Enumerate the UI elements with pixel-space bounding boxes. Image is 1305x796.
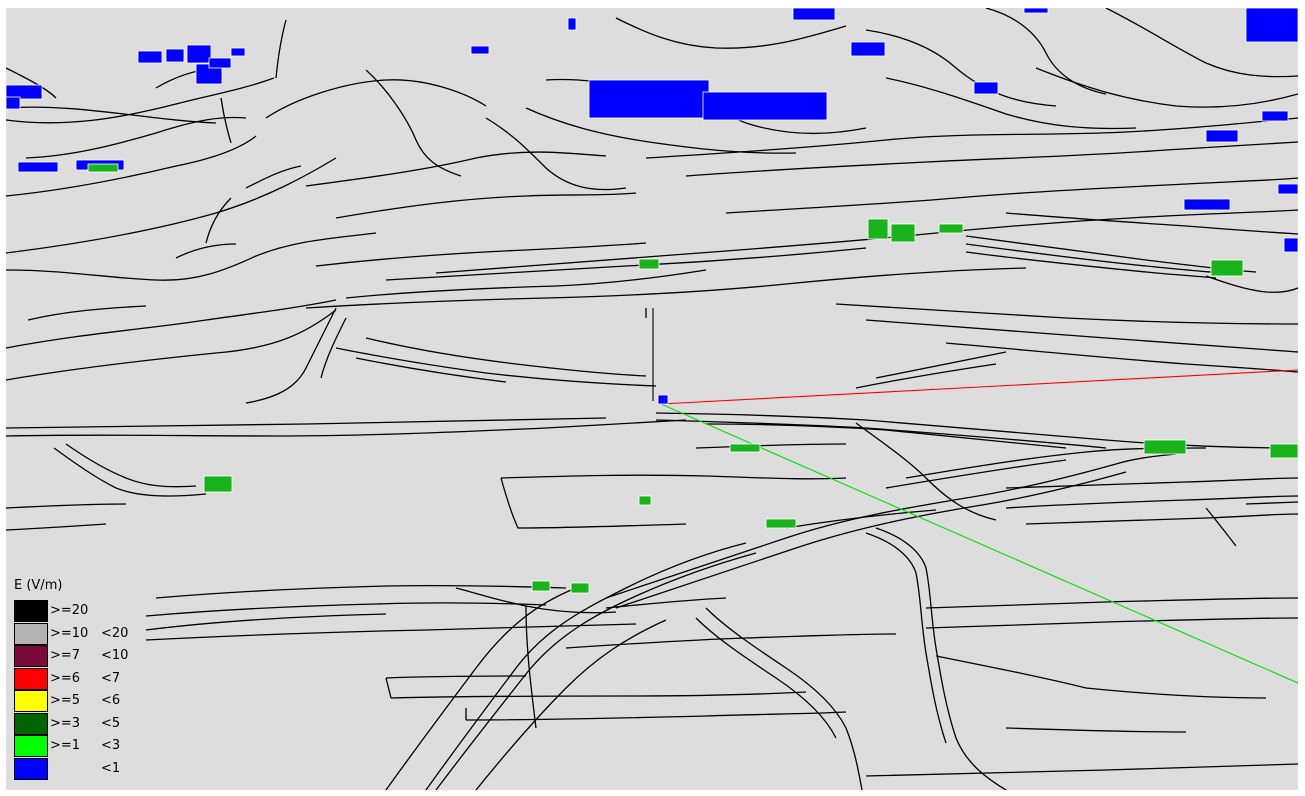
terrain-and-buildings — [6, 8, 1298, 790]
legend-row: >=5 <6 — [14, 690, 164, 712]
legend-row: <1 — [14, 757, 164, 780]
legend-row: >=3 <5 — [14, 712, 164, 735]
legend-min-label: >=20 — [50, 603, 89, 618]
legend-swatch — [14, 622, 48, 645]
contour-lines — [6, 8, 1298, 790]
legend-max-label: <7 — [101, 670, 121, 686]
buildings-1-to-3 — [87, 163, 1298, 594]
legend-row: >=7 <10 — [14, 645, 164, 667]
legend-row: >=1 <3 — [14, 735, 164, 757]
legend-row: >=10 <20 — [14, 622, 164, 645]
legend-swatch — [14, 735, 48, 757]
legend-min-label: >=7 — [50, 648, 81, 663]
legend-max-label: <5 — [101, 715, 121, 731]
legend-row: >=6 <7 — [14, 667, 164, 690]
legend-min-label: >=1 — [50, 738, 81, 753]
legend-max-label: <6 — [101, 693, 121, 708]
buildings-below-1 — [6, 8, 1298, 405]
legend-swatch — [14, 757, 48, 780]
coordinate-axes — [652, 308, 1298, 684]
legend-min-label: >=5 — [50, 693, 81, 708]
legend-min-label: >=6 — [50, 670, 81, 686]
legend-min-label: >=10 — [50, 625, 89, 641]
legend-swatch — [14, 600, 48, 622]
legend-max-label: <10 — [101, 648, 129, 663]
legend-swatch — [14, 667, 48, 690]
legend-swatch — [14, 690, 48, 712]
3d-field-scene[interactable] — [6, 8, 1298, 790]
legend-min-label: >=3 — [50, 715, 81, 731]
legend-max-label: <1 — [101, 760, 121, 776]
x-axis — [660, 369, 1298, 405]
legend-max-label: <3 — [101, 738, 121, 753]
legend-swatch — [14, 645, 48, 667]
legend-swatch — [14, 712, 48, 735]
legend-row: >=20 — [14, 600, 164, 622]
legend-max-label: <20 — [101, 625, 129, 641]
legend-title: E (V/m) — [14, 578, 63, 593]
y-axis — [660, 403, 1298, 684]
